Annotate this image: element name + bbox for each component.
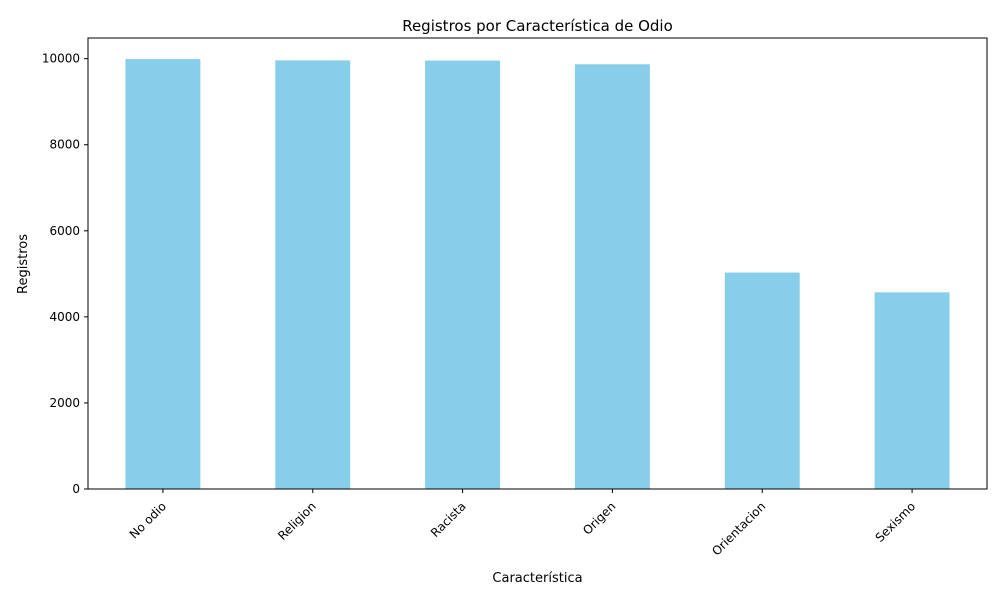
plot-frame (87, 37, 988, 490)
x-tick-label: Religion (275, 499, 319, 543)
y-tick-label: 4000 (49, 310, 80, 324)
bar-racista (425, 60, 501, 490)
x-tick-label: Orientacion (709, 499, 768, 558)
bar-no-odio (125, 59, 201, 490)
y-tick-label: 0 (72, 482, 80, 496)
bar-sexismo (874, 292, 950, 489)
y-tick-label: 2000 (49, 396, 80, 410)
x-tick-label: Origen (580, 499, 618, 537)
bar-religion (275, 60, 351, 489)
x-tick-label: No odio (127, 499, 169, 541)
x-tick-label: Racista (428, 499, 469, 540)
y-tick-label: 8000 (49, 138, 80, 152)
bars-group (125, 59, 950, 490)
y-tick-label: 6000 (49, 224, 80, 238)
x-tick-label: Sexismo (873, 499, 919, 545)
chart-title: Registros por Característica de Odio (402, 17, 673, 35)
bar-orientacion (724, 272, 800, 489)
x-ticks-group: No odio Religion Racista Origen Orientacion S… (127, 489, 918, 558)
y-tick-label: 10000 (42, 52, 80, 66)
y-axis-label: Registros (16, 234, 31, 294)
x-axis-label: Característica (492, 571, 582, 586)
y-ticks-group: 0 2000 4000 6000 8000 10000 (42, 52, 88, 496)
bar-origen (574, 64, 650, 489)
